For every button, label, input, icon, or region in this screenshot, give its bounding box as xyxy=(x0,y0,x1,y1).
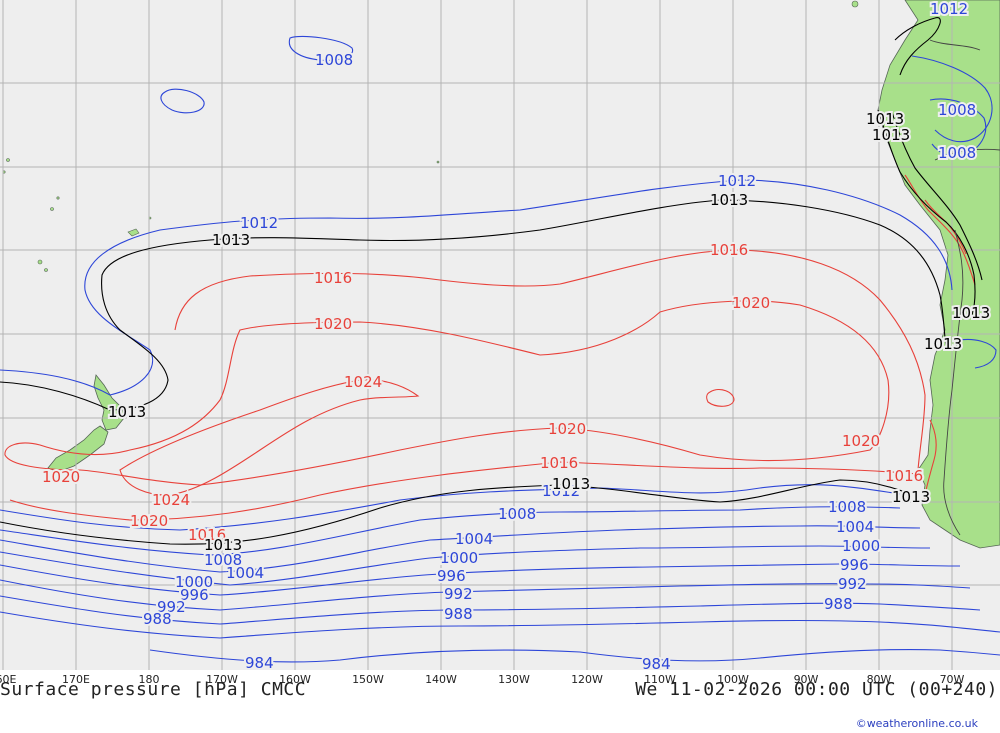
isobar-label: 1000 xyxy=(842,537,880,555)
map-title: Surface pressure [hPa] CMCC xyxy=(0,679,307,700)
isobar-label: 1013 xyxy=(108,403,146,421)
isobar-label: 1008 xyxy=(938,144,976,162)
isobar-label: 996 xyxy=(840,556,869,574)
lon-tick-label: 70W xyxy=(939,673,965,686)
isobar-labels: 1008 1012 1012 1012 1008 1008 1008 1008 … xyxy=(40,0,992,670)
isobar-label: 1013 xyxy=(552,475,590,493)
lon-tick-label: 80W xyxy=(866,673,892,686)
lon-tick-label: 140W xyxy=(425,673,457,686)
lon-tick-label: 120W xyxy=(571,673,603,686)
lon-tick-label: 100W xyxy=(717,673,749,686)
isobar-label: 1000 xyxy=(440,549,478,567)
nz-north-island xyxy=(93,374,125,431)
isobar-label: 1020 xyxy=(130,512,168,530)
country-borders xyxy=(929,39,1000,536)
isobar-label: 984 xyxy=(642,655,671,670)
isobar-label: 1012 xyxy=(542,482,580,500)
isobar-label: 1004 xyxy=(455,530,493,548)
isobar-label: 1013 xyxy=(892,488,930,506)
isobar-label: 1020 xyxy=(42,468,80,486)
isobar-label: 1013 xyxy=(212,231,250,249)
isobar-label: 1004 xyxy=(836,518,874,536)
valid-time: We 11-02-2026 00:00 UTC (00+240) xyxy=(635,679,998,700)
isobar-label: 1008 xyxy=(938,101,976,119)
isobar-label: 1013 xyxy=(710,191,748,209)
isobar-label: 1000 xyxy=(175,573,213,591)
isobar-label: 1016 xyxy=(885,467,923,485)
isobar-label: 1008 xyxy=(828,498,866,516)
isobar-label: 1016 xyxy=(314,269,352,287)
isobar-label: 1012 xyxy=(718,172,756,190)
isobars-low xyxy=(0,35,1000,663)
lon-tick-label: 150W xyxy=(352,673,384,686)
isobar-label: 992 xyxy=(444,585,473,603)
isobar-label: 1020 xyxy=(548,420,586,438)
lon-tick-label: 130W xyxy=(498,673,530,686)
lon-tick-label: 110W xyxy=(644,673,676,686)
nz-south-island xyxy=(47,425,109,473)
isobar-label: 1013 xyxy=(872,126,910,144)
isobar-label: 988 xyxy=(444,605,473,623)
isobar-label: 992 xyxy=(157,598,186,616)
map-footer: 60E 170E 180 170W 160W 150W 140W 130W 12… xyxy=(0,670,1000,733)
isobar-label: 988 xyxy=(143,610,172,628)
isobar-label: 1012 xyxy=(930,0,968,18)
isobar-label: 1013 xyxy=(924,335,962,353)
pacific-islands xyxy=(2,0,859,272)
lon-tick-label: 60E xyxy=(0,673,17,686)
isobar-label: 1020 xyxy=(732,294,770,312)
isobar-label: 1020 xyxy=(842,432,880,450)
lon-tick-label: 180 xyxy=(138,673,160,686)
lat-lon-grid xyxy=(0,0,1000,670)
credit-link[interactable]: ©weatheronline.co.uk xyxy=(855,717,978,730)
lon-tick-label: 170E xyxy=(62,673,90,686)
lon-tick-label: 90W xyxy=(793,673,819,686)
isobar-label: 1016 xyxy=(188,526,226,544)
isobar-label: 992 xyxy=(838,575,867,593)
isobar-label: 1024 xyxy=(152,491,190,509)
isobar-label: 1020 xyxy=(314,315,352,333)
isobar-label: 1013 xyxy=(204,536,242,554)
isobar-label: 1013 xyxy=(866,110,904,128)
isobar-label: 1012 xyxy=(240,214,278,232)
lon-tick-label: 170W xyxy=(206,673,238,686)
isobar-label: 1008 xyxy=(315,51,353,69)
isobar-label: 984 xyxy=(245,654,274,670)
isobar-label: 996 xyxy=(437,567,466,585)
isobars-high xyxy=(4,174,976,521)
isobars-reference xyxy=(0,17,983,545)
pressure-map: 1008 1012 1012 1012 1008 1008 1008 1008 … xyxy=(0,0,1000,670)
isobar-label: 996 xyxy=(180,586,209,604)
ocean-background xyxy=(0,0,1000,670)
isobar-label: 1016 xyxy=(540,454,578,472)
isobar-label: 1008 xyxy=(204,551,242,569)
isobar-label: 1004 xyxy=(226,564,264,582)
isobar-label: 1013 xyxy=(952,304,990,322)
isobar-label: 1008 xyxy=(498,505,536,523)
isobar-label: 1024 xyxy=(344,373,382,391)
lon-tick-label: 160W xyxy=(279,673,311,686)
isobar-label: 1016 xyxy=(710,241,748,259)
isobar-label: 988 xyxy=(824,595,853,613)
